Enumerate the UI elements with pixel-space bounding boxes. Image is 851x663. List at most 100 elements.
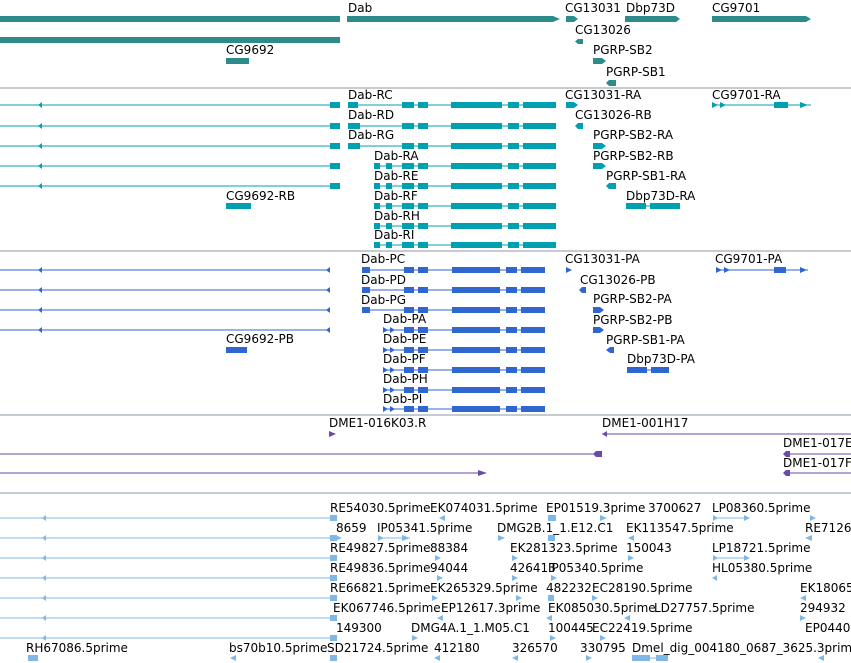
transcript-dbp73d-ra[interactable] [626,203,680,209]
est-label-ep01519[interactable]: EP01519.3prime [546,501,645,515]
gene-label-pgrp-sb2[interactable]: PGRP-SB2 [593,43,653,57]
est-label-dmg4a[interactable]: DMG4A.1_1.M05.C1 [411,621,530,635]
protein-cg13031-pa[interactable] [566,267,572,273]
protein-dab-pi[interactable] [383,406,545,412]
est-label-326570[interactable]: 326570 [512,641,558,655]
est-label-dmg2b[interactable]: DMG2B.1_1.E12.C1 [497,521,613,535]
est-label-ek1806[interactable]: EK18065 [800,581,851,595]
protein-label-dab-pg[interactable]: Dab-PG [361,293,406,307]
protein-cg9692-pb[interactable] [226,347,247,353]
est-label-re49827[interactable]: RE49827.5prime [330,541,431,555]
transcript-pgrp-sb2-rb[interactable] [593,163,606,169]
est-label-ek074031[interactable]: EK074031.5prime [430,501,538,515]
est-label-lp08360[interactable]: LP08360.5prime [712,501,811,515]
est-label-149300[interactable]: 149300 [336,621,382,635]
est-label-294932[interactable]: 294932 [800,601,846,615]
est-label-150043[interactable]: 150043 [626,541,672,555]
gene-dab-glyph[interactable] [347,16,560,22]
est-label-dmel-dig[interactable]: Dmel_dig_004180_0687_3625.3prime [632,641,851,655]
protein-label-cg13026-pb[interactable]: CG13026-PB [580,273,656,287]
transcript-dab-re[interactable] [374,183,556,189]
est-label-sd21724[interactable]: SD21724.5prime [327,641,428,655]
transcript-pgrp-sb2-ra[interactable] [593,143,606,149]
transcript-label-dab-rc[interactable]: Dab-RC [348,88,393,102]
transcript-dab-rc[interactable] [0,102,556,108]
est-label-re54030[interactable]: RE54030.5prime [330,501,431,515]
est-label-8659[interactable]: 8659 [336,521,367,535]
transcript-label-dab-rf[interactable]: Dab-RF [374,189,418,203]
protein-label-cg9692-pb[interactable]: CG9692-PB [226,332,294,346]
protein-label-dab-pc[interactable]: Dab-PC [361,252,405,266]
protein-dab-pf[interactable] [383,367,545,373]
transcript-dab-rh[interactable] [374,223,556,229]
est-label-lp18721[interactable]: LP18721.5prime [712,541,811,555]
protein-dbp73d-pa[interactable] [627,367,669,373]
gene-pgrp-sb1-glyph[interactable] [606,80,616,86]
est-label-ec28190[interactable]: EC28190.5prime [592,581,693,595]
est-glyph-row-7[interactable] [412,635,606,641]
est-glyph-row-6[interactable] [437,615,806,621]
protein-dab-ph[interactable] [383,387,545,393]
transcript-label-dab-rd[interactable]: Dab-RD [348,108,394,122]
gene-cg13031-glyph[interactable] [566,16,578,22]
est-long-1[interactable] [0,515,337,521]
clone-dme1-017f-glyph[interactable] [783,470,790,476]
est-label-re66821[interactable]: RE66821.5prime [330,581,431,595]
est-label-88384[interactable]: 88384 [430,541,468,555]
est-label-ld27757[interactable]: LD27757.5prime [654,601,755,615]
transcript-pgrp-sb1-ra[interactable] [606,183,616,189]
protein-label-dab-pi[interactable]: Dab-PI [383,392,422,406]
protein-pgrp-sb1-pa[interactable] [606,347,614,353]
protein-label-pgrp-sb2-pa[interactable]: PGRP-SB2-PA [593,292,672,306]
transcript-label-cg13026-rb[interactable]: CG13026-RB [575,108,652,122]
est-label-ep12617[interactable]: EP12617.3prime [441,601,540,615]
gene-dab-left-bar-1[interactable] [0,16,340,22]
gene-cg13026-glyph[interactable] [575,39,583,44]
protein-label-dab-ph[interactable]: Dab-PH [383,372,428,386]
gene-label-dbp73d[interactable]: Dbp73D [626,1,675,15]
protein-dab-pd[interactable] [0,287,545,293]
transcript-cg13026-rb[interactable] [575,123,583,129]
protein-label-cg9701-pa[interactable]: CG9701-PA [715,252,783,266]
protein-label-dab-pa[interactable]: Dab-PA [383,312,427,326]
clone-end-1[interactable] [593,451,602,457]
transcript-cg9701-ra[interactable] [712,102,811,108]
clone-label-dme1-001h17[interactable]: DME1-001H17 [602,416,688,430]
gene-label-cg9692[interactable]: CG9692 [226,43,274,57]
est-glyph-row-5[interactable] [432,595,806,601]
transcript-dab-ra[interactable] [374,163,556,169]
transcript-cg13031-ra[interactable] [566,102,578,108]
protein-label-dbp73d-pa[interactable]: Dbp73D-PA [627,352,696,366]
est-label-ek085030[interactable]: EK085030.5prime [548,601,656,615]
est-label-ek113547[interactable]: EK113547.5prime [626,521,734,535]
transcript-dab-rg[interactable] [0,143,556,149]
est-long-3[interactable] [0,555,337,561]
est-glyph-row-2[interactable] [335,535,812,541]
transcript-dab-rf[interactable] [374,203,556,209]
transcript-label-pgrp-sb1-ra[interactable]: PGRP-SB1-RA [606,169,687,183]
gene-label-pgrp-sb1[interactable]: PGRP-SB1 [606,65,666,79]
transcript-label-pgrp-sb2-ra[interactable]: PGRP-SB2-RA [593,128,674,142]
transcript-label-dab-rg[interactable]: Dab-RG [348,128,394,142]
est-label-412180[interactable]: 412180 [434,641,480,655]
protein-label-pgrp-sb2-pb[interactable]: PGRP-SB2-PB [593,313,672,327]
gene-dbp73d-glyph[interactable] [625,16,680,22]
est-long-6[interactable] [0,615,337,621]
transcript-label-dab-rh[interactable]: Dab-RH [374,209,420,223]
protein-pgrp-sb2-pb[interactable] [593,327,604,333]
clone-label-dme1-017e[interactable]: DME1-017E [783,436,851,450]
est-long-7[interactable] [0,635,337,641]
protein-cg13026-pb[interactable] [579,287,586,293]
transcript-label-dbp73d-ra[interactable]: Dbp73D-RA [626,189,696,203]
est-label-ek281323[interactable]: EK281323.5prime [510,541,618,555]
gene-label-cg13026[interactable]: CG13026 [575,23,631,37]
gene-label-cg9701[interactable]: CG9701 [712,1,760,15]
protein-dab-pa[interactable] [383,327,545,333]
est-label-rh67086[interactable]: RH67086.5prime [26,641,128,655]
clone-dme1-016k03-r[interactable] [329,431,336,437]
transcript-dab-rd[interactable] [0,123,556,129]
transcript-dab-ra-left[interactable] [0,163,340,169]
protein-label-cg13031-pa[interactable]: CG13031-PA [565,252,641,266]
transcript-label-dab-ra[interactable]: Dab-RA [374,149,419,163]
clone-end-2[interactable] [478,470,487,476]
